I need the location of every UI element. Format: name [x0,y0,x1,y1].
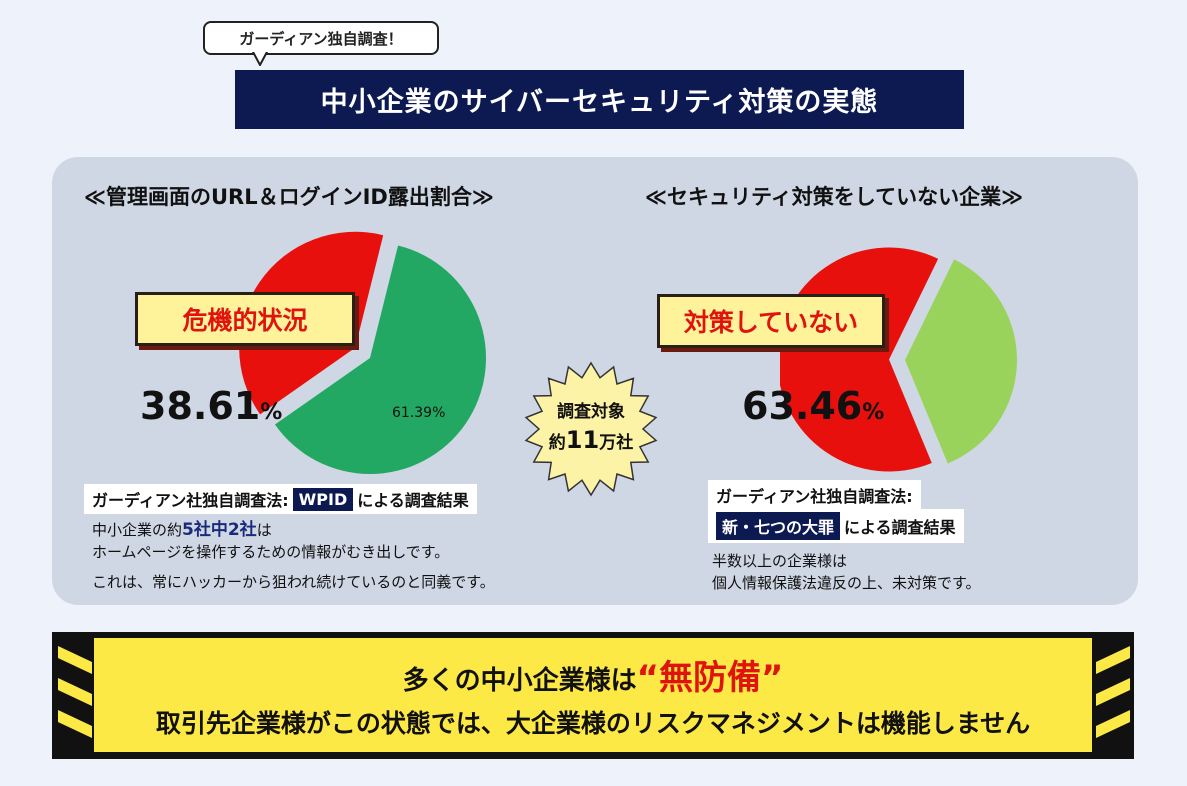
survey-target-number: 11 [565,426,600,454]
right-big-value: 63.46 [742,384,863,428]
right-description: 半数以上の企業様は 個人情報保護法違反の上、未対策です。 [712,550,981,594]
right-chart-heading: ≪セキュリティ対策をしていない企業≫ [645,185,1024,209]
left-small-percentage: 61.39% [392,405,446,421]
right-big-percentage: 63.46% [742,384,884,428]
warning-headline-emphasis: “無防備” [636,658,784,698]
left-description: 中小企業の約5社中2社は ホームページを操作するための情報がむき出しです。 これ… [92,519,495,593]
warning-headline: 多くの中小企業様は“無防備” [94,650,1092,699]
left-desc1-post: は [256,521,272,539]
right-slice-label: 対策していない [657,294,885,348]
survey-target-line2: 約11万社 [522,426,660,457]
right-method-prefix-line: ガーディアン社独自調査法: [708,480,921,510]
left-desc1-em: 5社中2社 [182,520,257,540]
left-slice-label-text: 危機的状況 [182,306,308,335]
right-method-prefix: ガーディアン社独自調査法: [716,487,913,506]
warning-banner-inner [94,638,1092,752]
right-method-suffix: による調査結果 [844,518,956,537]
survey-callout-text: ガーディアン独自調査！ [239,29,403,48]
right-slice-label-text: 対策していない [683,308,859,337]
starburst-shape [524,361,658,497]
right-desc-line2: 個人情報保護法違反の上、未対策です。 [712,574,981,592]
right-desc-line1: 半数以上の企業様は [712,552,848,570]
left-desc1-pre: 中小企業の約 [92,521,183,539]
left-desc-line3: これは、常にハッカーから狙われ続けているのと同義です。 [92,573,495,591]
page-title: 中小企業のサイバーセキュリティ対策の実態 [320,87,879,118]
bubble-tail-icon [252,50,270,66]
survey-target-starburst [524,361,658,497]
survey-target-line1: 調査対象 [557,402,625,422]
left-chart-heading: ≪管理画面のURL＆ログインID露出割合≫ [84,185,494,209]
warning-headline-pre: 多くの中小企業様は [402,666,637,696]
left-method-line: ガーディアン社独自調査法: WPID による調査結果 [84,484,477,514]
survey-callout-bubble: ガーディアン独自調査！ [203,21,439,55]
left-hazard-stripes-icon [58,640,92,752]
left-pie-slice-1 [274,245,486,474]
left-desc-line2: ホームページを操作するための情報がむき出しです。 [92,543,450,561]
right-method-tag-line: 新・七つの大罪 による調査結果 [708,509,964,543]
left-method-tag: WPID [292,487,354,511]
left-pie-chart [239,231,486,474]
right-method-tag: 新・七つの大罪 [716,512,841,540]
right-pie-chart [780,247,1017,472]
right-big-unit: % [862,400,885,425]
warning-subline: 取引先企業様がこの状態では、大企業様のリスクマネジメントは機能しません [155,709,1031,738]
left-big-unit: % [260,400,283,425]
survey-target-post: 万社 [599,433,634,453]
survey-target-text: 調査対象 約11万社 [522,398,660,457]
left-slice-label: 危機的状況 [135,292,355,346]
page-title-bar: 中小企業のサイバーセキュリティ対策の実態 [235,70,964,129]
left-big-value: 38.61 [140,384,261,428]
left-method-prefix: ガーディアン社独自調査法: [92,491,289,510]
right-hazard-stripes-icon [1096,640,1130,752]
left-method-suffix: による調査結果 [357,491,469,510]
right-pie-slice-1 [905,259,1017,464]
left-desc-line1: 中小企業の約5社中2社は [92,519,495,541]
left-big-percentage: 38.61% [140,384,282,428]
survey-target-pre: 約 [548,433,566,453]
